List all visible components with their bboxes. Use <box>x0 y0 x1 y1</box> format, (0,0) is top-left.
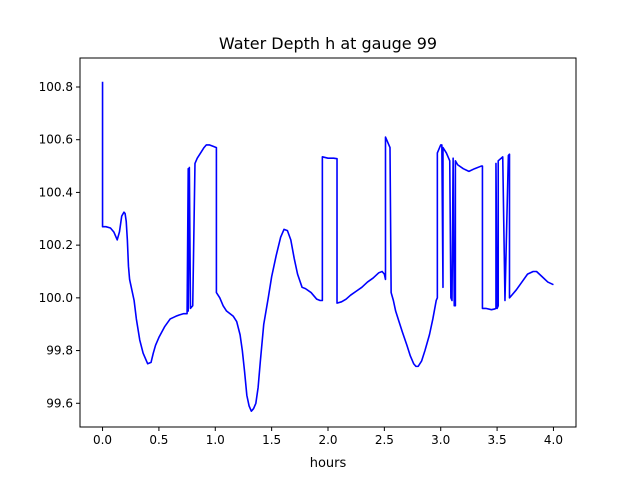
x-tick-label: 3.5 <box>488 433 507 447</box>
x-tick-label: 3.0 <box>431 433 450 447</box>
x-axis-ticks: 0.0 0.5 1.0 1.5 2.0 2.5 3.0 3.5 4.0 <box>93 427 563 447</box>
y-tick-label: 100.0 <box>39 291 73 305</box>
x-tick-label: 4.0 <box>544 433 563 447</box>
plot-area <box>101 81 554 412</box>
y-tick-label: 100.2 <box>39 238 73 252</box>
y-tick-label: 99.8 <box>46 344 73 358</box>
x-tick-label: 1.5 <box>262 433 281 447</box>
x-tick-label: 2.0 <box>318 433 337 447</box>
series-line <box>101 81 554 412</box>
chart-title: Water Depth h at gauge 99 <box>219 34 437 53</box>
y-tick-label: 100.4 <box>39 185 73 199</box>
y-tick-label: 100.8 <box>39 80 73 94</box>
x-tick-label: 1.0 <box>206 433 225 447</box>
x-tick-label: 2.5 <box>375 433 394 447</box>
y-tick-label: 100.6 <box>39 133 73 147</box>
y-tick-label: 99.6 <box>46 396 73 410</box>
y-axis-ticks: 99.6 99.8 100.0 100.2 100.4 100.6 100.8 <box>39 80 80 410</box>
x-tick-label: 0.5 <box>149 433 168 447</box>
x-axis-label: hours <box>310 456 347 471</box>
x-tick-label: 0.0 <box>93 433 112 447</box>
axes-frame <box>79 57 577 428</box>
